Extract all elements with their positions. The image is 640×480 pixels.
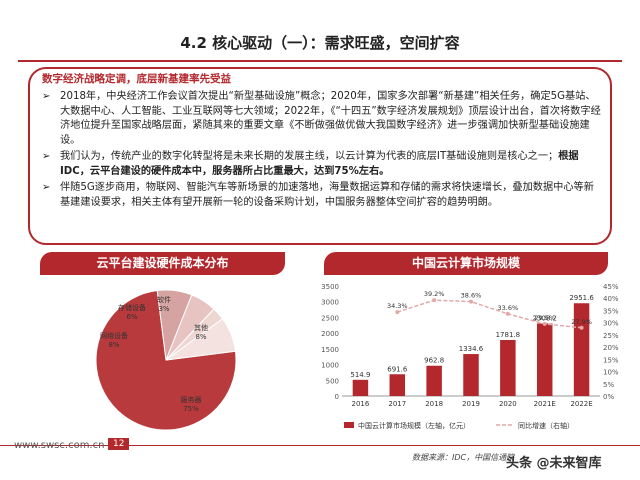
bullet-item: ➢ 伴随5G逐步商用，物联网、智能汽车等新场景的加速落地，海量数据运算和存储的需…: [42, 181, 602, 210]
y-right-tick-label: 45%: [603, 283, 619, 291]
y-tick-label: 1500: [321, 346, 339, 354]
summary-box: [28, 67, 612, 245]
pie-slice-label: 网络设备: [100, 331, 128, 340]
y-right-tick-label: 0%: [603, 393, 614, 401]
bar: [463, 354, 479, 396]
bar-value-label: 691.6: [387, 365, 408, 373]
bar: [426, 365, 442, 396]
growth-value-label: 38.6%: [461, 292, 482, 300]
y-tick-label: 500: [326, 377, 339, 385]
growth-line: [397, 299, 582, 329]
growth-point: [469, 299, 473, 304]
bullet-list: ➢ 2018年，中央经济工作会议首次提出“新型基础设施”概念；2020年，国家多…: [42, 90, 602, 212]
data-source: 数据来源：IDC，中国信通院: [412, 453, 515, 462]
pie-slice-value: 8%: [108, 341, 119, 349]
page-number: 12: [108, 438, 130, 450]
x-tick-label: 2018: [425, 400, 443, 408]
footer-url: www.swsc.com.cn: [14, 440, 105, 451]
y-tick-label: 2000: [321, 330, 339, 338]
pie-slice-value: 3%: [158, 305, 169, 313]
pie-slice-value: 6%: [126, 313, 137, 321]
y-right-tick-label: 5%: [603, 381, 614, 389]
y-right-tick-label: 40%: [603, 295, 619, 303]
pie-slice-value: 8%: [195, 333, 206, 341]
growth-value-label: 33.6%: [498, 304, 519, 312]
growth-value-label: 27.9%: [571, 318, 592, 326]
growth-point: [579, 325, 584, 330]
bullet-item: ➢ 我们认为，传统产业的数字化转型将是未来长期的发展主线，以云计算为代表的底层I…: [42, 150, 602, 179]
growth-value-label: 34.3%: [387, 302, 408, 310]
growth-point: [542, 321, 547, 326]
watermark: 头条 @未来智库: [506, 456, 602, 471]
legend-label: 中国云计算市场规模（左轴，亿元）: [358, 421, 470, 430]
bar: [536, 323, 553, 396]
growth-value-label: 39.2%: [424, 290, 445, 298]
pie-slice-value: 75%: [183, 405, 199, 413]
y-right-tick-label: 10%: [603, 369, 619, 377]
y-right-tick-label: 15%: [603, 356, 619, 364]
bar: [352, 379, 369, 396]
y-right-tick-label: 20%: [603, 344, 619, 352]
bar-value-label: 514.9: [350, 371, 370, 379]
pie-slice-label: 其他: [194, 323, 208, 332]
pie-slice-label: 存储设备: [118, 303, 146, 312]
x-tick-label: 2021E: [534, 400, 556, 408]
pie-slice-label: 软件: [157, 295, 171, 304]
y-right-tick-label: 30%: [603, 320, 619, 328]
pie-chart-title: 云平台建设硬件成本分布: [40, 252, 285, 275]
x-tick-label: 2020: [499, 400, 517, 408]
bullet-item: ➢ 2018年，中央经济工作会议首次提出“新型基础设施”概念；2020年，国家多…: [42, 90, 602, 148]
y-tick-label: 1000: [321, 362, 339, 370]
y-tick-label: 2500: [321, 314, 339, 322]
bar: [500, 340, 516, 396]
bullet-bold-text: 根据IDC，云平台建设的硬件成本中，服务器所占比重最大，达到75%左右。: [60, 151, 579, 177]
pie-slice-label: 服务器: [181, 395, 202, 404]
arrow-bullet-icon: ➢: [42, 91, 51, 102]
bar-line-chart: 0 500 1000 1500 2000 2500 3000 3500 0% 5% 10% 15% 20…: [321, 283, 619, 430]
footer-divider: [0, 445, 640, 446]
legend-label: 同比增速（右轴）: [518, 421, 574, 430]
title-divider: [18, 60, 622, 62]
y-tick-label: 0: [335, 393, 339, 401]
bar-chart-title: 中国云计算市场规模: [324, 252, 608, 275]
bullet-text: 伴随5G逐步商用，物联网、智能汽车等新场景的加速落地，海量数据运算和存储的需求将…: [60, 182, 594, 208]
x-tick-label: 2019: [462, 400, 480, 408]
arrow-bullet-icon: ➢: [42, 151, 51, 162]
y-tick-label: 3500: [321, 283, 339, 291]
bar: [573, 303, 590, 396]
growth-value-label: 29.5%: [534, 314, 555, 322]
x-tick-label: 2017: [388, 400, 406, 408]
x-tick-label: 2022E: [570, 400, 592, 408]
growth-point: [505, 311, 510, 316]
growth-point: [432, 298, 437, 303]
bar-value-label: 1334.6: [459, 345, 484, 353]
legend-swatch-bar: [344, 422, 354, 428]
page-title: 4.2 核心驱动（一）：需求旺盛，空间扩容: [180, 34, 460, 52]
x-tick-label: 2016: [352, 400, 370, 408]
y-right-tick-label: 25%: [603, 332, 619, 340]
bar-value-label: 1781.8: [496, 331, 521, 339]
y-tick-label: 3000: [321, 299, 339, 307]
bullet-text: 2018年，中央经济工作会议首次提出“新型基础设施”概念；2020年，国家多次部…: [60, 91, 601, 146]
growth-point: [395, 310, 400, 315]
y-right-tick-label: 35%: [603, 307, 619, 315]
bar: [389, 374, 406, 396]
bar-value-label: 2308.2: [532, 314, 557, 322]
bar-value-label: 962.8: [424, 357, 444, 365]
bar-value-label: 2951.6: [569, 294, 594, 302]
arrow-bullet-icon: ➢: [42, 182, 51, 193]
bullet-text: 我们认为，传统产业的数字化转型将是未来长期的发展主线，以云计算为代表的底层IT基…: [60, 151, 559, 162]
pie-slice: [165, 318, 237, 361]
summary-heading: 数字经济战略定调，底层新基建率先受益: [42, 73, 231, 85]
